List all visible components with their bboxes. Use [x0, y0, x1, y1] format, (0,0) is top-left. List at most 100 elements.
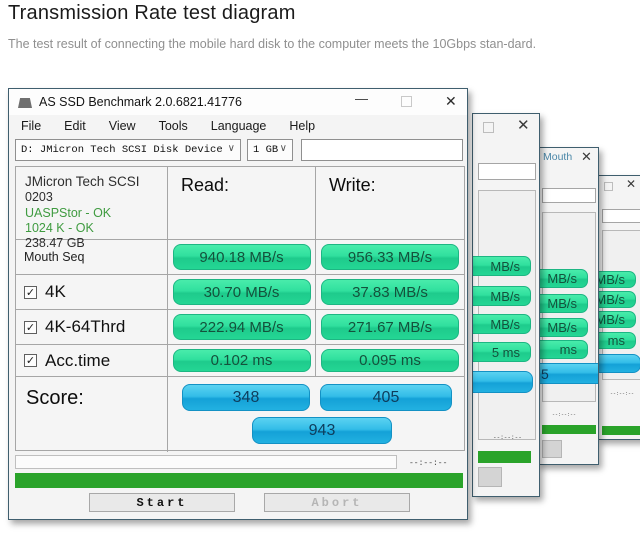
- chevron-down-icon: ∨: [279, 144, 287, 155]
- row-label-acctime: ✓ Acc.time: [16, 345, 168, 377]
- timer-label: --:--:--: [493, 434, 522, 441]
- checkbox-4k64thrd[interactable]: ✓: [24, 320, 37, 334]
- maximize-icon[interactable]: [483, 122, 494, 133]
- close-icon[interactable]: ✕: [626, 177, 637, 191]
- progress-bar: [478, 451, 531, 463]
- row-label-seq: Mouth Seq: [16, 240, 168, 275]
- 4k-write-value: 37.83 MB/s: [321, 279, 459, 305]
- acctime-label: Acc.time: [45, 350, 111, 370]
- latency-pill: ms: [598, 332, 636, 349]
- close-icon[interactable]: ✕: [517, 117, 530, 134]
- drive-select[interactable]: [602, 209, 640, 223]
- menu-view[interactable]: View: [108, 119, 136, 133]
- speed-pill: MB/s: [598, 291, 636, 308]
- results-table: JMicron Tech SCSI 0203 UASPStor - OK 102…: [15, 166, 465, 452]
- drive-select-value: D: JMicron Tech SCSI Disk Device: [21, 144, 223, 156]
- drive-select[interactable]: [542, 188, 596, 203]
- menu-language[interactable]: Language: [210, 119, 267, 133]
- acctime-read-value: 0.102 ms: [172, 349, 311, 372]
- write-column-header: Write:: [316, 167, 464, 240]
- drive-name: JMicron Tech SCSI: [25, 174, 140, 189]
- driver-status: UASPStor - OK: [25, 205, 112, 220]
- page-subtitle: The test result of connecting the mobile…: [8, 37, 537, 51]
- progress-bar: [602, 426, 640, 435]
- minimize-icon[interactable]: —: [355, 91, 368, 106]
- chevron-down-icon: ∨: [227, 144, 235, 155]
- score-pill: 5: [473, 371, 533, 393]
- seq-read-value: 940.18 MB/s: [172, 244, 311, 270]
- acctime-write-value: 0.095 ms: [321, 349, 459, 372]
- speed-pill: MB/s: [598, 311, 636, 328]
- progress-bar: [542, 425, 596, 434]
- 4k-write-cell: 37.83 MB/s: [316, 275, 464, 310]
- row-label-4k64thrd: ✓ 4K-64Thrd: [16, 310, 168, 345]
- row-label-4k: ✓ 4K: [16, 275, 168, 310]
- maximize-icon[interactable]: [604, 182, 613, 191]
- speed-pill: MB/s: [473, 256, 531, 276]
- as-ssd-benchmark-window: AS SSD Benchmark 2.0.6821.41776 — ✕ File…: [8, 88, 468, 520]
- start-button[interactable]: Start: [89, 493, 235, 512]
- 4k64thrd-write-cell: 271.67 MB/s: [316, 310, 464, 345]
- seq-write-value: 956.33 MB/s: [321, 244, 459, 270]
- menu-bar: File Edit View Tools Language Help: [21, 119, 315, 133]
- 4k-read-cell: 30.70 MB/s: [168, 275, 316, 310]
- drive-select[interactable]: D: JMicron Tech SCSI Disk Device ∨: [15, 139, 241, 161]
- menu-edit[interactable]: Edit: [64, 119, 86, 133]
- drive-capacity: 238.47 GB: [25, 236, 85, 251]
- speed-pill: MB/s: [538, 269, 588, 288]
- score-label: Score:: [16, 377, 168, 452]
- timer-label: --:--:--: [409, 459, 448, 468]
- 4k64thrd-read-value: 222.94 MB/s: [172, 314, 311, 340]
- 4k-label: 4K: [45, 282, 66, 301]
- acctime-write-cell: 0.095 ms: [316, 345, 464, 377]
- drive-firmware: 0203: [25, 190, 53, 205]
- app-icon: [18, 98, 32, 108]
- read-column-header: Read:: [168, 167, 316, 240]
- timer-label: --:--:--: [610, 391, 635, 397]
- score-read-value: 348: [182, 384, 310, 411]
- title-bar: AS SSD Benchmark 2.0.6821.41776 — ✕: [9, 89, 467, 115]
- window-title: Mouth: [543, 151, 573, 163]
- progress-bar: [15, 473, 463, 488]
- menu-file[interactable]: File: [21, 119, 42, 133]
- test-size-value: 1 GB: [253, 144, 279, 156]
- score-pill: 5: [538, 363, 598, 384]
- score-total-value: 943: [252, 417, 392, 444]
- speed-pill: MB/s: [598, 271, 636, 288]
- 4k64thrd-read-cell: 222.94 MB/s: [168, 310, 316, 345]
- close-icon[interactable]: ✕: [445, 93, 457, 109]
- menu-tools[interactable]: Tools: [158, 119, 188, 133]
- start-button[interactable]: [478, 467, 502, 487]
- alignment-status: 1024 K - OK: [25, 220, 94, 235]
- score-write-value: 405: [320, 384, 452, 411]
- window-title: AS SSD Benchmark 2.0.6821.41776: [39, 95, 242, 109]
- seq-write-cell: 956.33 MB/s: [316, 240, 464, 275]
- 4k64thrd-label: 4K-64Thrd: [45, 317, 126, 336]
- drive-select[interactable]: [478, 163, 536, 180]
- abort-button[interactable]: Abort: [264, 493, 410, 512]
- checkbox-4k[interactable]: ✓: [24, 285, 37, 299]
- drive-info-panel: JMicron Tech SCSI 0203 UASPStor - OK 102…: [16, 167, 168, 250]
- empty-field[interactable]: [301, 139, 463, 161]
- checkbox-acctime[interactable]: ✓: [24, 354, 37, 367]
- acctime-read-cell: 0.102 ms: [168, 345, 316, 377]
- latency-pill: ms: [538, 340, 588, 359]
- timer-label: --:--:--: [552, 412, 577, 418]
- speed-pill: MB/s: [473, 314, 531, 334]
- speed-pill: MB/s: [538, 318, 588, 337]
- progress-track: [15, 455, 397, 469]
- start-button[interactable]: [542, 440, 562, 458]
- maximize-icon[interactable]: [401, 96, 412, 107]
- close-icon[interactable]: ✕: [581, 149, 592, 164]
- test-size-select[interactable]: 1 GB ∨: [247, 139, 293, 161]
- score-cell: 348 405 943: [168, 377, 464, 452]
- background-window-2: ✕ MB/s MB/s MB/s 5 ms 5 --:--:--: [472, 113, 540, 497]
- 4k64thrd-write-value: 271.67 MB/s: [321, 314, 459, 340]
- 4k-read-value: 30.70 MB/s: [172, 279, 311, 305]
- seq-label: Mouth Seq: [24, 250, 85, 264]
- background-window-4: ✕ MB/s MB/s MB/s ms --:--:--: [597, 175, 640, 440]
- page-title: Transmission Rate test diagram: [8, 2, 296, 24]
- menu-help[interactable]: Help: [289, 119, 316, 133]
- score-pill: [598, 354, 640, 373]
- seq-read-cell: 940.18 MB/s: [168, 240, 316, 275]
